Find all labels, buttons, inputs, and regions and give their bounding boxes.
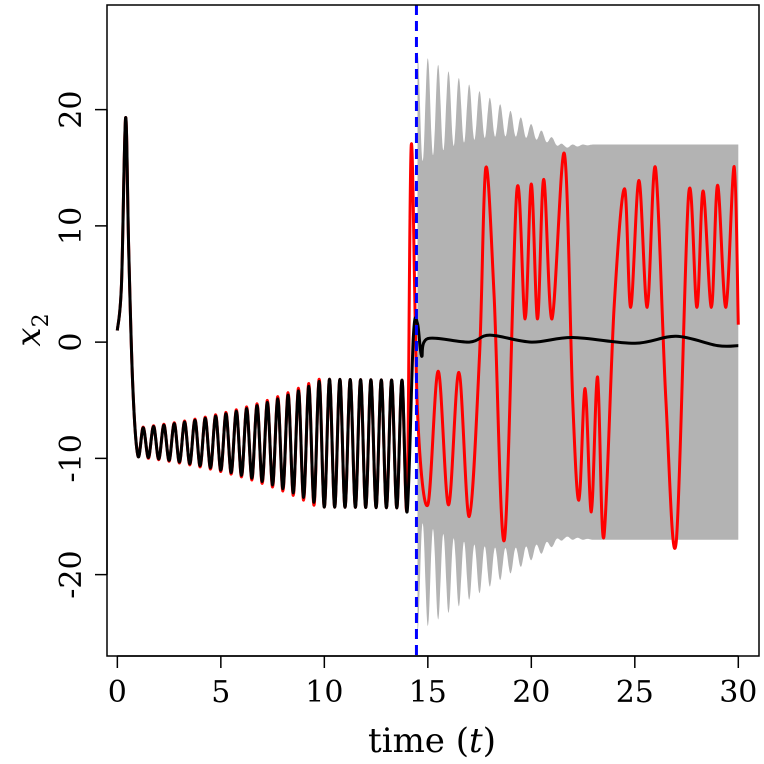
x-tick-label: 25 <box>616 675 654 710</box>
x-axis-title-suffix: ) <box>483 721 496 761</box>
y-tick-label: -10 <box>54 434 89 482</box>
x-tick-label: 10 <box>305 675 343 710</box>
x-tick-label: 15 <box>409 675 447 710</box>
series-layer <box>115 116 740 550</box>
x-tick-label: 5 <box>211 675 230 710</box>
x-tick-label: 20 <box>512 675 550 710</box>
x-axis: 0 5 10 15 20 25 30 <box>108 655 757 710</box>
series-line-2 <box>115 116 739 514</box>
x-axis-title-prefix: time ( <box>368 721 469 761</box>
x-axis-title-var: t <box>469 721 483 761</box>
x-axis-title: time (t) <box>368 721 496 761</box>
y-axis: -20 -10 0 10 20 <box>54 91 108 599</box>
y-tick-label: 0 <box>54 333 89 352</box>
y-tick-label: -20 <box>54 550 89 598</box>
y-tick-label: 10 <box>54 207 89 245</box>
y-axis-title: x2 <box>9 313 54 346</box>
x-tick-label: 30 <box>719 675 757 710</box>
y-axis-title-var: x <box>9 327 49 346</box>
x-tick-label: 0 <box>108 675 127 710</box>
y-axis-title-sub: 2 <box>29 313 54 327</box>
y-tick-label: 20 <box>54 91 89 129</box>
